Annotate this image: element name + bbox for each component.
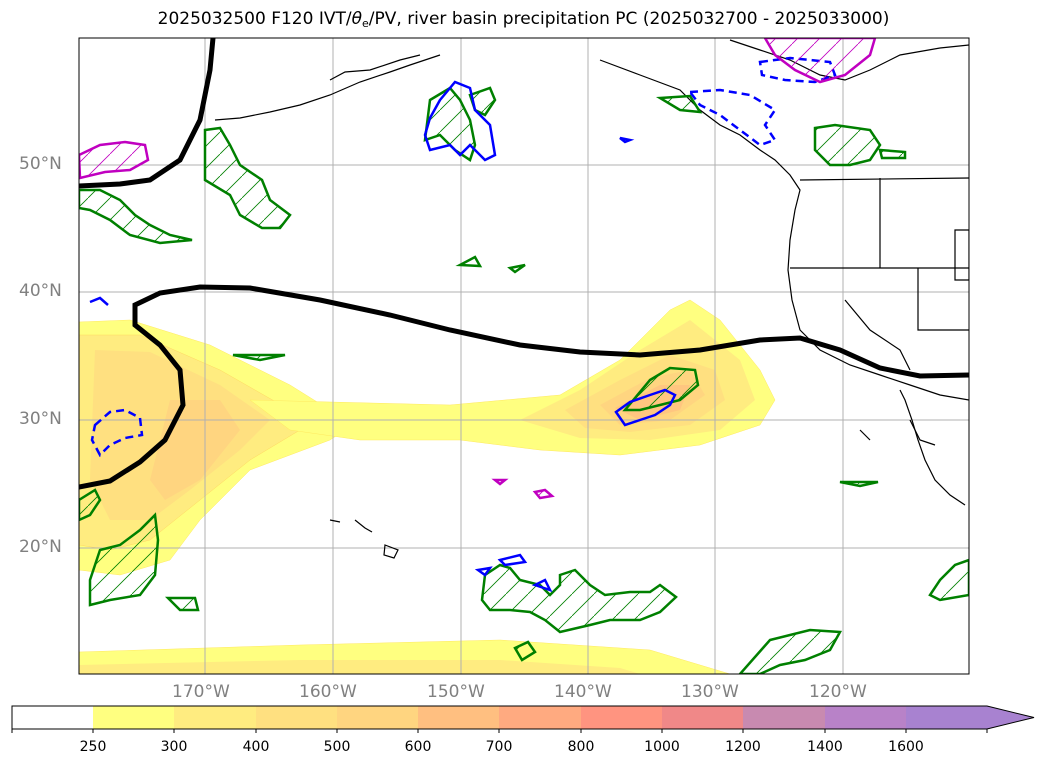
coastlines bbox=[214, 39, 969, 559]
colorbar-segment bbox=[93, 706, 174, 729]
colorbar-segment bbox=[418, 706, 499, 729]
colorbar-tick-label: 1600 bbox=[888, 739, 924, 755]
pv-contour bbox=[79, 38, 969, 490]
colorbar-tick-label: 800 bbox=[567, 739, 595, 755]
colorbar-tick-label: 400 bbox=[242, 739, 270, 755]
lat-label-30n: 30°N bbox=[19, 409, 62, 429]
colorbar-tick-label: 1400 bbox=[807, 739, 843, 755]
lat-label-50n: 50°N bbox=[19, 154, 62, 174]
colorbar-segment bbox=[662, 706, 743, 729]
colorbar-tick-label: 250 bbox=[79, 739, 107, 755]
colorbar-tick-label: 500 bbox=[323, 739, 351, 755]
colorbar bbox=[11, 705, 1035, 733]
colorbar-segment bbox=[499, 706, 581, 729]
colorbar-tick-label: 1000 bbox=[644, 739, 680, 755]
lat-label-20n: 20°N bbox=[19, 537, 62, 557]
lat-label-40n: 40°N bbox=[19, 281, 62, 301]
colorbar-tick-label: 300 bbox=[160, 739, 188, 755]
colorbar-segment bbox=[256, 706, 337, 729]
lon-label-120w: 120°W bbox=[809, 682, 867, 702]
colorbar-segment bbox=[174, 706, 256, 729]
lon-label-160w: 160°W bbox=[299, 682, 357, 702]
map-frame bbox=[78, 37, 970, 675]
colorbar-extend bbox=[906, 706, 1034, 729]
colorbar-tick-label: 1200 bbox=[725, 739, 761, 755]
precip-green bbox=[79, 86, 969, 674]
lon-label-140w: 140°W bbox=[554, 682, 612, 702]
colorbar-segment bbox=[581, 706, 662, 729]
precip-magenta bbox=[79, 38, 877, 500]
colorbar-segment bbox=[337, 706, 418, 729]
colorbar-segment bbox=[12, 706, 93, 729]
colorbar-tick-label: 600 bbox=[404, 739, 432, 755]
colorbar-segment bbox=[825, 706, 906, 729]
colorbar-segment bbox=[743, 706, 825, 729]
colorbar-tick-label: 700 bbox=[485, 739, 513, 755]
lon-label-130w: 130°W bbox=[681, 682, 739, 702]
map-title: 2025032500 F120 IVT/θe/PV, river basin p… bbox=[157, 9, 890, 30]
ivt-field bbox=[79, 299, 776, 674]
lon-label-150w: 150°W bbox=[427, 682, 485, 702]
lon-label-170w: 170°W bbox=[172, 682, 230, 702]
